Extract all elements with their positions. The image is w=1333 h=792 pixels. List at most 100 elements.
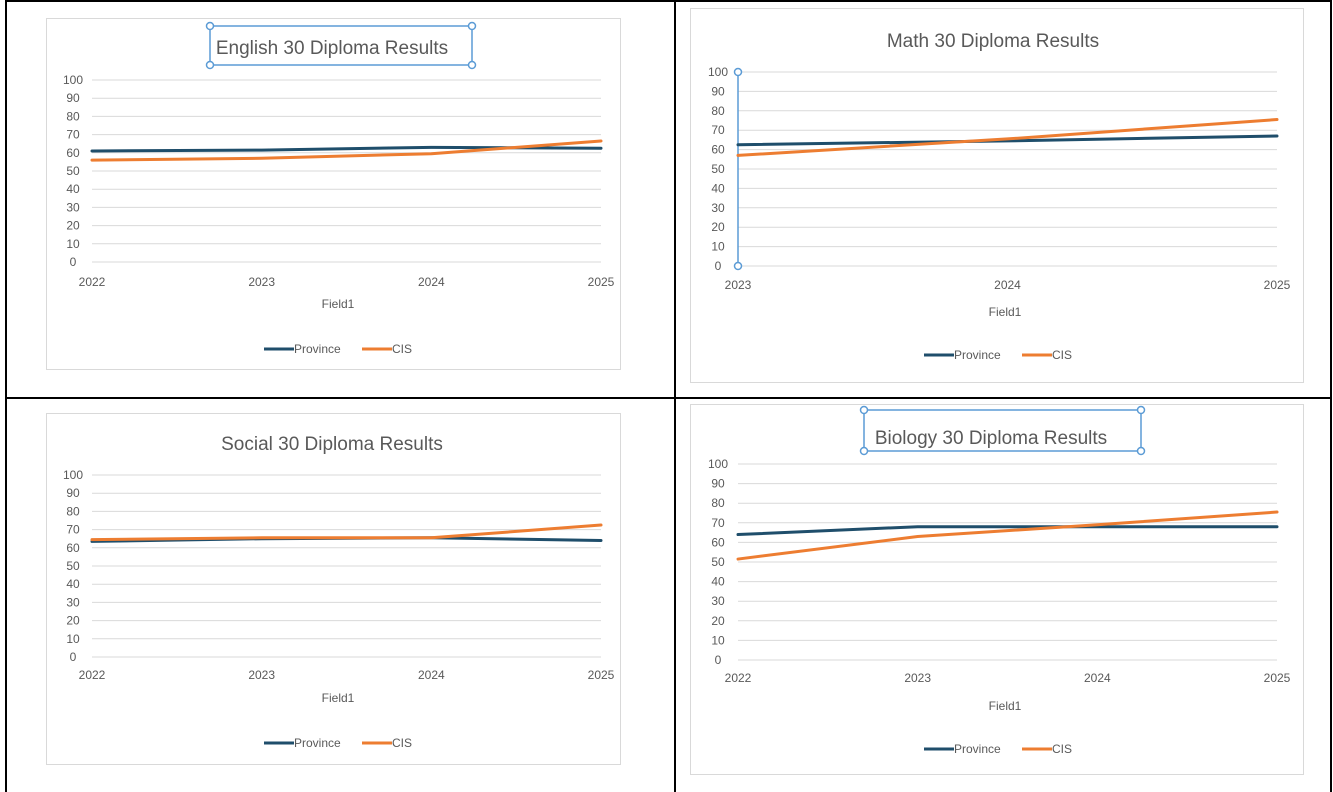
series-line-cis[interactable] [90, 139, 603, 162]
y-tick-label: 10 [711, 633, 725, 647]
title-selection-handle[interactable] [859, 446, 869, 456]
y-tick-label: 60 [711, 535, 725, 549]
x-tick-label: 2024 [1084, 671, 1111, 685]
y-tick-label: 70 [711, 123, 725, 137]
chart-math: 0 10 20 30 40 50 60 70 80 90 100 2023 2024 2025 Math 3… [708, 31, 1291, 362]
y-tick-label: 30 [66, 200, 80, 214]
x-tick-label: 2022 [79, 275, 106, 289]
y-tick-label: 50 [711, 555, 725, 569]
table-border-left [5, 0, 7, 792]
x-tick-label: 2025 [1264, 278, 1291, 292]
y-tick-label: 80 [711, 496, 725, 510]
y-tick-label: 70 [711, 516, 725, 530]
y-tick-label: 90 [66, 486, 80, 500]
x-tick-label: 2023 [248, 668, 275, 682]
chart-biology: 0 10 20 30 40 50 60 70 80 90 100 2022 2023 2024 2025 Bi… [708, 405, 1291, 756]
y-tick-label: 80 [66, 109, 80, 123]
y-tick-label: 90 [711, 84, 725, 98]
series-line-cis[interactable] [736, 510, 1279, 561]
title-selection-handle[interactable] [1136, 446, 1146, 456]
legend-label-province: Province [954, 742, 1001, 756]
table-border-middle [674, 0, 676, 792]
chart-title[interactable]: English 30 Diploma Results [216, 38, 448, 59]
x-tick-label: 2025 [1264, 671, 1291, 685]
y-tick-label: 20 [711, 614, 725, 628]
title-selection-handle[interactable] [467, 60, 477, 70]
y-tick-label: 40 [66, 182, 80, 196]
y-tick-label: 40 [711, 181, 725, 195]
y-tick-label: 40 [66, 577, 80, 591]
chart-frame-biology[interactable] [690, 404, 1304, 775]
table-border-top [5, 0, 1332, 2]
x-tick-label: 2023 [725, 278, 752, 292]
x-tick-label: 2022 [725, 671, 752, 685]
x-tick-label: 2025 [588, 275, 615, 289]
chart-english: 0 10 20 30 40 50 60 70 80 90 100 2022 2023 2024 2025 En… [63, 21, 615, 356]
title-selection-handle[interactable] [205, 21, 215, 31]
title-selection-handle[interactable] [1136, 405, 1146, 415]
chart-frame-math[interactable] [690, 8, 1304, 383]
y-tick-label: 70 [66, 128, 80, 142]
x-axis-title: Field1 [322, 691, 355, 705]
x-tick-label: 2024 [418, 668, 445, 682]
y-tick-label: 60 [66, 146, 80, 160]
x-tick-label: 2022 [79, 668, 106, 682]
y-tick-label: 20 [66, 219, 80, 233]
y-tick-label: 100 [708, 457, 728, 471]
chart-frame-social[interactable] [46, 413, 621, 765]
x-tick-label: 2023 [904, 671, 931, 685]
y-tick-label: 10 [711, 240, 725, 254]
legend-label-province: Province [954, 348, 1001, 362]
y-tick-label: 100 [63, 73, 83, 87]
y-tick-label: 50 [711, 162, 725, 176]
title-selection-handle[interactable] [467, 21, 477, 31]
y-tick-label: 30 [711, 201, 725, 215]
x-tick-label: 2025 [588, 668, 615, 682]
series-line-province[interactable] [736, 525, 1279, 537]
y-tick-label: 20 [66, 614, 80, 628]
legend-label-cis: CIS [1052, 742, 1072, 756]
x-tick-label: 2024 [418, 275, 445, 289]
y-tick-label: 30 [66, 595, 80, 609]
y-tick-label: 10 [66, 632, 80, 646]
series-line-cis[interactable] [736, 118, 1279, 157]
x-axis-title: Field1 [322, 297, 355, 311]
y-tick-label: 0 [715, 653, 722, 667]
legend-label-province: Province [294, 736, 341, 750]
y-tick-label: 80 [711, 104, 725, 118]
title-selection-box[interactable] [209, 25, 473, 66]
x-tick-label: 2023 [248, 275, 275, 289]
y-tick-label: 30 [711, 594, 725, 608]
series-line-cis[interactable] [90, 523, 603, 542]
y-tick-label: 50 [66, 559, 80, 573]
series-line-province[interactable] [736, 134, 1279, 147]
title-selection-handle[interactable] [205, 60, 215, 70]
chart-title[interactable]: Social 30 Diploma Results [221, 434, 443, 455]
chart-title[interactable]: Biology 30 Diploma Results [875, 428, 1107, 449]
legend-label-province: Province [294, 342, 341, 356]
title-selection-box[interactable] [863, 409, 1142, 452]
y-tick-label: 20 [711, 220, 725, 234]
chart-title[interactable]: Math 30 Diploma Results [887, 31, 1099, 52]
y-tick-label: 50 [66, 164, 80, 178]
y-tick-label: 0 [70, 255, 77, 269]
y-tick-label: 10 [66, 237, 80, 251]
y-tick-label: 0 [70, 650, 77, 664]
axis-selection-handle[interactable] [733, 261, 743, 271]
y-tick-label: 100 [708, 65, 728, 79]
y-tick-label: 0 [715, 259, 722, 273]
x-axis-title: Field1 [989, 305, 1022, 319]
chart-frame-english[interactable] [46, 18, 621, 370]
x-tick-label: 2024 [994, 278, 1021, 292]
title-selection-handle[interactable] [859, 405, 869, 415]
legend-label-cis: CIS [392, 736, 412, 750]
y-tick-label: 70 [66, 523, 80, 537]
y-tick-label: 80 [66, 504, 80, 518]
x-axis-title: Field1 [989, 699, 1022, 713]
chart-social: 0 10 20 30 40 50 60 70 80 90 100 2022 2023 2024 2025 So… [63, 434, 615, 750]
axis-selection-handle[interactable] [733, 67, 743, 77]
y-tick-label: 60 [711, 143, 725, 157]
legend-label-cis: CIS [1052, 348, 1072, 362]
legend-label-cis: CIS [392, 342, 412, 356]
